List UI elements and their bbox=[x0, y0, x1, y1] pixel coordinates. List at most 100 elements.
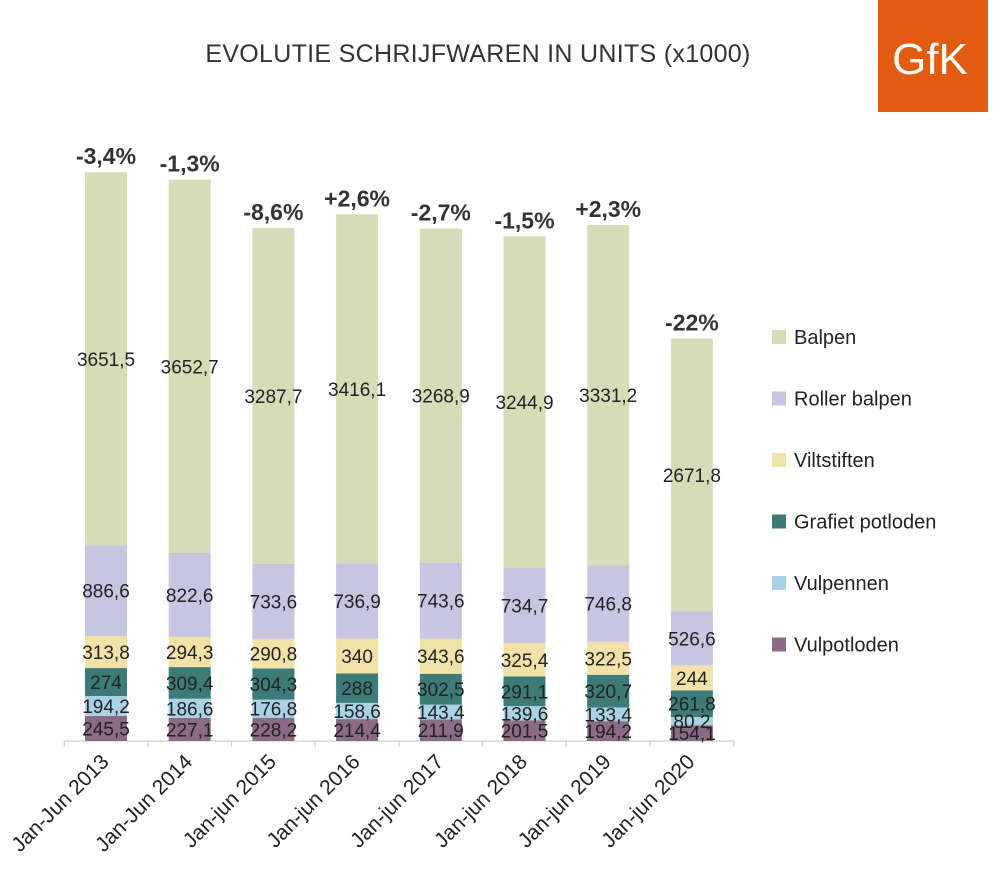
bars bbox=[85, 172, 713, 741]
data-label: 158,6 bbox=[333, 702, 381, 723]
bar-segment bbox=[419, 719, 462, 741]
bar-segment bbox=[503, 643, 546, 677]
legend-swatch bbox=[772, 330, 786, 344]
data-label: 309,4 bbox=[166, 674, 214, 695]
data-label: 320,7 bbox=[584, 682, 632, 703]
bar-segment bbox=[168, 179, 211, 553]
change-label: -8,6% bbox=[243, 199, 303, 225]
bar-segment bbox=[252, 563, 295, 639]
bar-segment bbox=[252, 717, 295, 741]
data-label: 733,6 bbox=[250, 592, 298, 613]
bar-segment bbox=[252, 227, 295, 564]
bar-segment bbox=[503, 568, 546, 644]
bar-segment bbox=[85, 696, 127, 716]
legend-swatch bbox=[772, 391, 786, 406]
data-label: 3651,5 bbox=[77, 350, 135, 371]
change-label: -22% bbox=[665, 309, 719, 335]
bar-segment bbox=[336, 673, 379, 703]
bar-segment bbox=[168, 667, 211, 699]
legend-label: Vulpennen bbox=[794, 573, 889, 595]
bar-segment bbox=[587, 641, 630, 675]
data-label: 3268,9 bbox=[412, 387, 470, 408]
data-label: 822,6 bbox=[166, 586, 214, 607]
legend: Balpen Roller balpen Viltstiften Grafiet po… bbox=[772, 327, 936, 657]
data-label: 526,6 bbox=[668, 629, 716, 650]
data-label: 274 bbox=[90, 673, 122, 694]
bar-segment bbox=[85, 545, 127, 636]
gfk-logo: GfK bbox=[878, 0, 988, 112]
bar-segment bbox=[587, 707, 630, 722]
legend-swatch bbox=[772, 576, 786, 590]
data-label: 3244,9 bbox=[495, 393, 553, 414]
bar-segment bbox=[587, 225, 630, 566]
data-label: 211,9 bbox=[418, 721, 464, 742]
bar-segment bbox=[670, 665, 713, 691]
legend-swatch bbox=[772, 514, 786, 529]
bar-segment bbox=[85, 668, 127, 697]
legend-label: Viltstiften bbox=[794, 450, 875, 472]
data-label: 746,8 bbox=[584, 595, 632, 616]
data-label: 261,8 bbox=[668, 695, 716, 716]
change-label: -2,7% bbox=[411, 200, 471, 226]
bar-segment bbox=[336, 638, 379, 674]
data-label: 194,2 bbox=[82, 697, 130, 718]
bar-segment bbox=[587, 565, 630, 642]
data-label: 886,6 bbox=[82, 582, 130, 603]
legend-label: Roller balpen bbox=[794, 389, 912, 411]
bar-segment bbox=[252, 668, 295, 700]
bar-segment bbox=[670, 338, 713, 612]
data-label: 186,6 bbox=[166, 699, 214, 720]
legend-swatch bbox=[772, 453, 786, 467]
data-label: 3287,7 bbox=[244, 387, 302, 408]
data-label: 244 bbox=[676, 669, 708, 690]
data-label: 80,2 bbox=[673, 712, 710, 733]
bar-segment bbox=[168, 552, 211, 638]
data-label: 340 bbox=[341, 647, 373, 668]
bar-segment bbox=[587, 721, 630, 741]
data-label: 288 bbox=[341, 679, 373, 700]
data-label: 154,1 bbox=[668, 724, 716, 745]
data-labels: 245,5194,2274313,8886,63651,5-3,4%227,11… bbox=[76, 143, 721, 745]
change-label: -1,5% bbox=[494, 207, 554, 233]
bar-segment bbox=[336, 719, 379, 741]
bar-segment bbox=[419, 638, 462, 674]
bar-segment bbox=[503, 236, 546, 569]
bar-segment bbox=[670, 717, 713, 726]
change-label: +2,3% bbox=[575, 196, 641, 222]
data-label: 245,5 bbox=[82, 719, 130, 740]
bar-segment bbox=[419, 562, 462, 639]
chart-title: EVOLUTIE SCHRIJFWAREN IN UNITS (x1000) bbox=[205, 40, 750, 68]
bar-segment bbox=[168, 698, 211, 718]
data-label: 302,5 bbox=[417, 680, 465, 701]
data-label: 133,4 bbox=[584, 705, 632, 726]
bar-segment bbox=[503, 706, 546, 721]
bar-segment bbox=[419, 228, 462, 563]
data-label: 291,1 bbox=[501, 682, 549, 703]
bar-segment bbox=[85, 172, 127, 546]
data-label: 2671,8 bbox=[663, 466, 721, 487]
bar-segment bbox=[587, 674, 630, 708]
data-label: 322,5 bbox=[584, 649, 632, 670]
legend-label: Grafiet potloden bbox=[794, 512, 936, 534]
data-label: 214,4 bbox=[333, 721, 381, 742]
change-label: -1,3% bbox=[160, 151, 220, 177]
bar-segment bbox=[503, 720, 546, 741]
bar-segment bbox=[670, 725, 713, 741]
data-label: 176,8 bbox=[250, 700, 298, 721]
data-label: 313,8 bbox=[82, 643, 130, 664]
data-label: 3331,2 bbox=[579, 386, 637, 407]
data-label: 3416,1 bbox=[328, 380, 386, 401]
data-label: 294,3 bbox=[166, 643, 214, 664]
bar-segment bbox=[670, 690, 713, 718]
bar-segment bbox=[336, 563, 379, 639]
bar-segment bbox=[670, 611, 713, 666]
data-label: 343,6 bbox=[417, 647, 465, 668]
legend-label: Balpen bbox=[794, 327, 856, 349]
bar-segment bbox=[336, 702, 379, 720]
data-label: 228,2 bbox=[250, 720, 298, 741]
data-label: 143,4 bbox=[417, 703, 465, 724]
x-axis bbox=[63, 740, 735, 747]
data-label: 139,6 bbox=[501, 704, 549, 725]
